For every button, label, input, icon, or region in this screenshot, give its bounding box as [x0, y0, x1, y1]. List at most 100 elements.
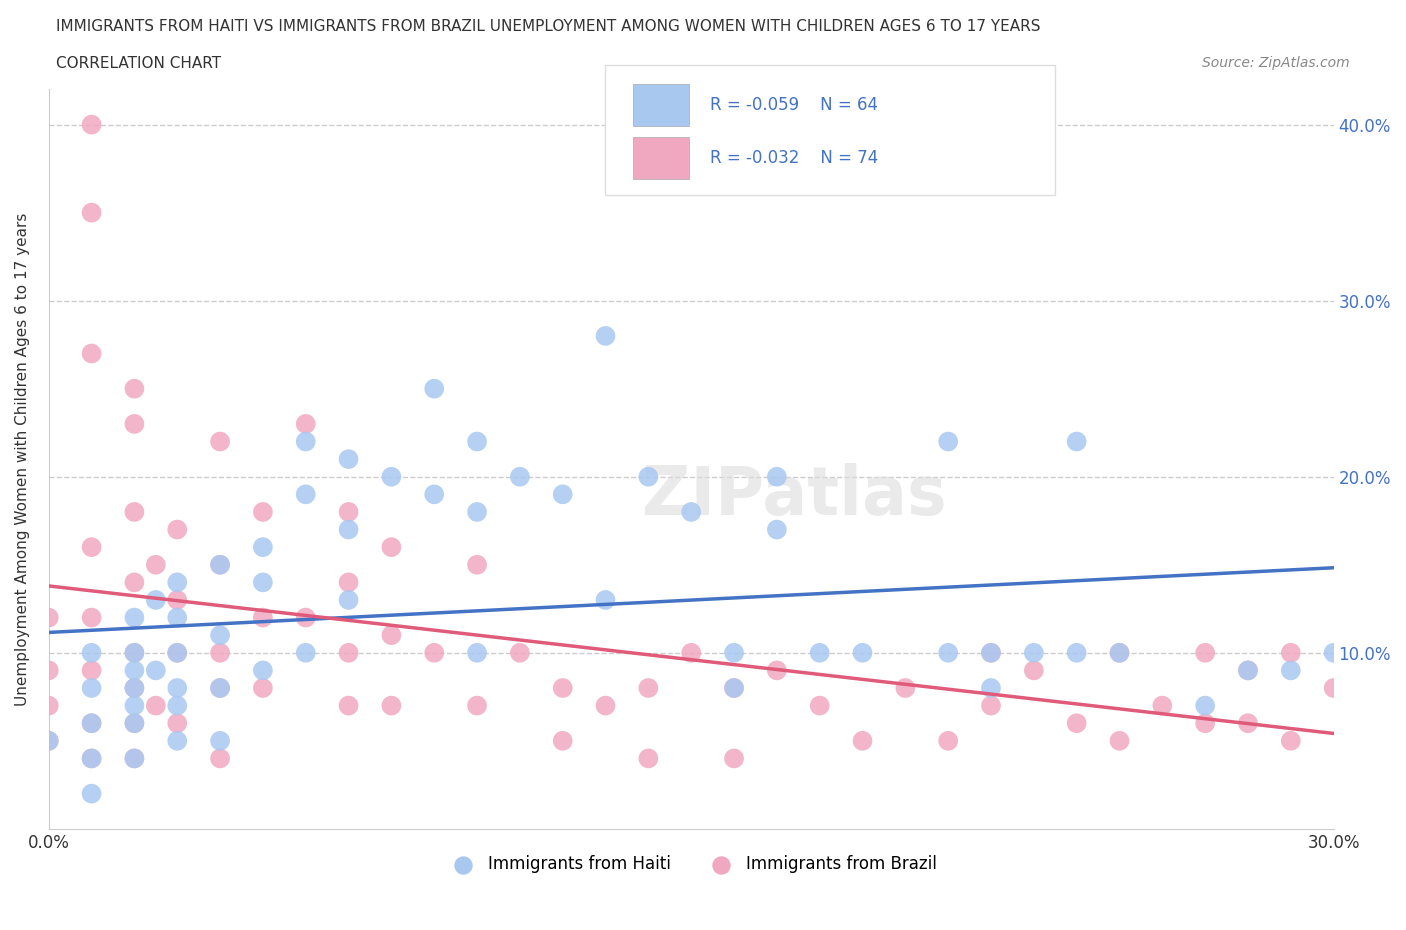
- Point: [465, 434, 488, 449]
- Point: [337, 452, 360, 467]
- Point: [1022, 663, 1045, 678]
- Point: [294, 417, 316, 432]
- Point: [936, 645, 959, 660]
- Point: [166, 734, 188, 749]
- Point: [145, 698, 167, 713]
- Point: [145, 663, 167, 678]
- Point: [681, 645, 703, 660]
- Point: [294, 434, 316, 449]
- Point: [595, 328, 617, 343]
- Point: [252, 610, 274, 625]
- Point: [1066, 716, 1088, 731]
- Point: [423, 381, 446, 396]
- Point: [337, 645, 360, 660]
- Point: [209, 557, 232, 572]
- Point: [124, 645, 146, 660]
- Point: [980, 645, 1002, 660]
- Point: [252, 663, 274, 678]
- Point: [166, 522, 188, 537]
- Text: IMMIGRANTS FROM HAITI VS IMMIGRANTS FROM BRAZIL UNEMPLOYMENT AMONG WOMEN WITH CH: IMMIGRANTS FROM HAITI VS IMMIGRANTS FROM…: [56, 19, 1040, 33]
- Point: [166, 645, 188, 660]
- Point: [337, 575, 360, 590]
- Point: [209, 645, 232, 660]
- Point: [209, 681, 232, 696]
- Point: [337, 504, 360, 519]
- Point: [294, 487, 316, 502]
- Point: [808, 698, 831, 713]
- Point: [80, 751, 103, 766]
- Point: [1323, 645, 1346, 660]
- Point: [465, 557, 488, 572]
- Point: [551, 681, 574, 696]
- Point: [595, 698, 617, 713]
- Point: [1108, 645, 1130, 660]
- Point: [252, 504, 274, 519]
- Point: [1237, 663, 1260, 678]
- Point: [723, 645, 745, 660]
- Point: [1279, 663, 1302, 678]
- Point: [80, 539, 103, 554]
- Point: [551, 487, 574, 502]
- Point: [124, 751, 146, 766]
- Point: [166, 698, 188, 713]
- Point: [166, 716, 188, 731]
- Point: [80, 610, 103, 625]
- Point: [80, 206, 103, 220]
- Point: [465, 504, 488, 519]
- Point: [166, 592, 188, 607]
- Point: [465, 698, 488, 713]
- Point: [936, 434, 959, 449]
- Point: [38, 734, 60, 749]
- Point: [209, 751, 232, 766]
- Point: [509, 470, 531, 485]
- Point: [38, 734, 60, 749]
- Point: [894, 681, 917, 696]
- Point: [38, 698, 60, 713]
- Point: [1108, 734, 1130, 749]
- Point: [1152, 698, 1174, 713]
- Point: [808, 645, 831, 660]
- Point: [80, 681, 103, 696]
- Point: [38, 610, 60, 625]
- Point: [124, 681, 146, 696]
- Point: [936, 734, 959, 749]
- Point: [380, 539, 402, 554]
- Point: [551, 734, 574, 749]
- Point: [637, 751, 659, 766]
- Point: [124, 610, 146, 625]
- Point: [209, 628, 232, 643]
- Point: [465, 645, 488, 660]
- Point: [1194, 645, 1216, 660]
- Point: [145, 592, 167, 607]
- Point: [124, 663, 146, 678]
- Point: [124, 575, 146, 590]
- Text: R = -0.032    N = 74: R = -0.032 N = 74: [710, 149, 879, 167]
- Point: [124, 716, 146, 731]
- Text: R = -0.059    N = 64: R = -0.059 N = 64: [710, 96, 877, 114]
- Point: [980, 698, 1002, 713]
- Point: [124, 645, 146, 660]
- Point: [637, 681, 659, 696]
- Point: [1066, 434, 1088, 449]
- Point: [124, 716, 146, 731]
- Point: [294, 610, 316, 625]
- Point: [380, 470, 402, 485]
- Point: [1323, 681, 1346, 696]
- Point: [166, 681, 188, 696]
- Point: [38, 663, 60, 678]
- Point: [851, 734, 873, 749]
- Point: [637, 470, 659, 485]
- Point: [681, 504, 703, 519]
- Text: Source: ZipAtlas.com: Source: ZipAtlas.com: [1202, 56, 1350, 70]
- Point: [1279, 645, 1302, 660]
- Point: [80, 663, 103, 678]
- Point: [294, 645, 316, 660]
- Point: [1237, 663, 1260, 678]
- Point: [209, 681, 232, 696]
- Point: [145, 557, 167, 572]
- Point: [124, 698, 146, 713]
- Text: ZIPatlas: ZIPatlas: [641, 463, 946, 529]
- Point: [166, 610, 188, 625]
- Point: [209, 557, 232, 572]
- Point: [252, 575, 274, 590]
